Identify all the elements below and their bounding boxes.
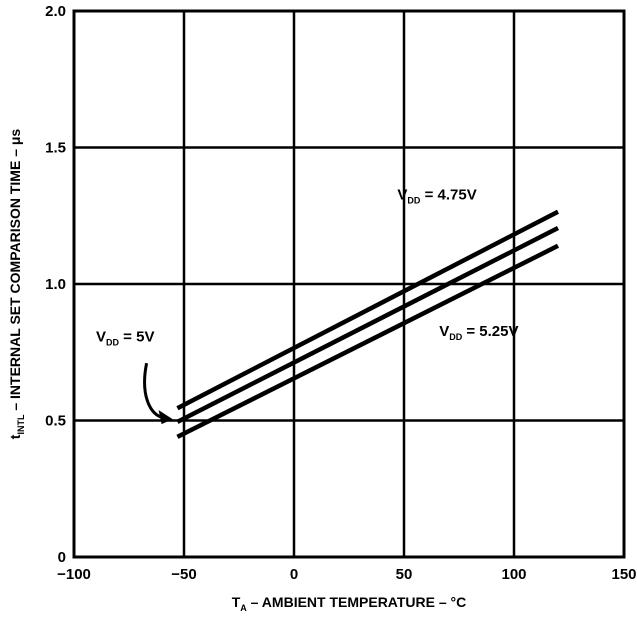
x-tick-label: −50: [171, 566, 196, 583]
y-tick-label: 1.5: [45, 140, 66, 157]
x-tick-label: 50: [396, 566, 413, 583]
plot-frame: [72, 9, 626, 559]
annotation-vdd-5-25v: VDD = 5.25V: [439, 323, 518, 342]
series-line-vdd475: [176, 209, 560, 411]
y-tick-label: 1.0: [45, 276, 66, 293]
x-tick-label: 100: [501, 566, 526, 583]
annotation-arrow: [143, 362, 166, 420]
annotation-arrowhead: [158, 410, 173, 425]
annotation-vdd-5v: VDD = 5V: [96, 328, 154, 347]
series-line-vdd525: [176, 243, 560, 439]
x-tick-label: 0: [290, 566, 298, 583]
x-tick-label: −100: [57, 566, 91, 583]
y-tick-label: 0: [58, 549, 66, 566]
annotation-vdd-4-75v: VDD = 4.75V: [397, 186, 476, 205]
y-tick-label: 0.5: [45, 413, 66, 430]
tick-labels: −100 −50 0 50 100 150 0 0.5 1.0 1.5 2.0: [45, 3, 636, 583]
y-tick-label: 2.0: [45, 3, 66, 20]
series-layer: [176, 209, 560, 439]
x-tick-label: 150: [611, 566, 636, 583]
y-axis-label: tINTL – INTERNAL SET COMPARISON TIME – μ…: [7, 129, 26, 440]
grid: [74, 11, 624, 557]
x-axis-label: TA – AMBIENT TEMPERATURE – °C: [232, 594, 467, 613]
series-line-vdd5: [176, 225, 560, 424]
